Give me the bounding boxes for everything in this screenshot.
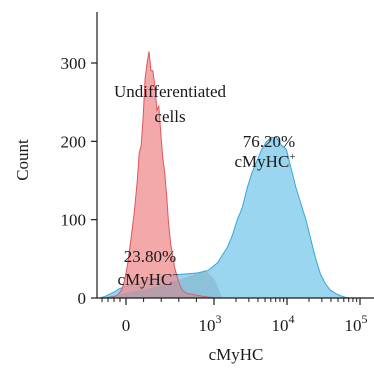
y-tick-label-200: 200	[61, 132, 87, 151]
x-tick-label-0: 0	[122, 316, 131, 335]
y-axis-label: Count	[13, 139, 32, 181]
histogram-areas	[99, 51, 351, 299]
overlap-region	[100, 270, 222, 298]
x-tick-label-10000: 104	[272, 312, 295, 335]
annotation-positive-percent: 76.20%	[243, 132, 295, 151]
y-tick-label-300: 300	[61, 54, 87, 73]
annotation-undifferentiated-line2: cells	[154, 107, 185, 126]
x-tick-label-base: 10	[272, 316, 289, 335]
x-tick-label-100000: 105	[345, 312, 368, 335]
annotation-negative-percent: 23.80%	[124, 247, 176, 266]
annotation-negative-label: cMyHC−	[118, 269, 179, 289]
x-tick-label-exponent: 4	[289, 312, 295, 326]
x-tick-label-base: 0	[122, 316, 131, 335]
x-tick-label-exponent: 3	[216, 312, 222, 326]
annotation-negative-name: cMyHC	[118, 270, 173, 289]
x-tick-label-base: 10	[199, 316, 216, 335]
annotation-undifferentiated-line1: Undifferentiated	[114, 82, 227, 101]
annotation-positive-name: cMyHC	[235, 152, 290, 171]
annotation-positive-sup: +	[289, 151, 295, 163]
series-undifferentiated-area	[100, 51, 214, 299]
x-tick-label-exponent: 5	[362, 312, 368, 326]
y-ticks: 0 100 200 300	[61, 54, 97, 308]
x-minor-ticks	[101, 298, 358, 302]
y-tick-label-0: 0	[78, 289, 87, 308]
x-axis-label: cMyHC	[209, 345, 264, 364]
annotation-positive-label: cMyHC+	[235, 151, 296, 171]
x-tick-label-base: 10	[345, 316, 362, 335]
annotation-negative-sup: −	[172, 269, 178, 281]
y-tick-label-100: 100	[61, 211, 87, 230]
x-tick-label-1000: 103	[199, 312, 222, 335]
x-ticks: 0 103 104 105	[122, 298, 368, 335]
